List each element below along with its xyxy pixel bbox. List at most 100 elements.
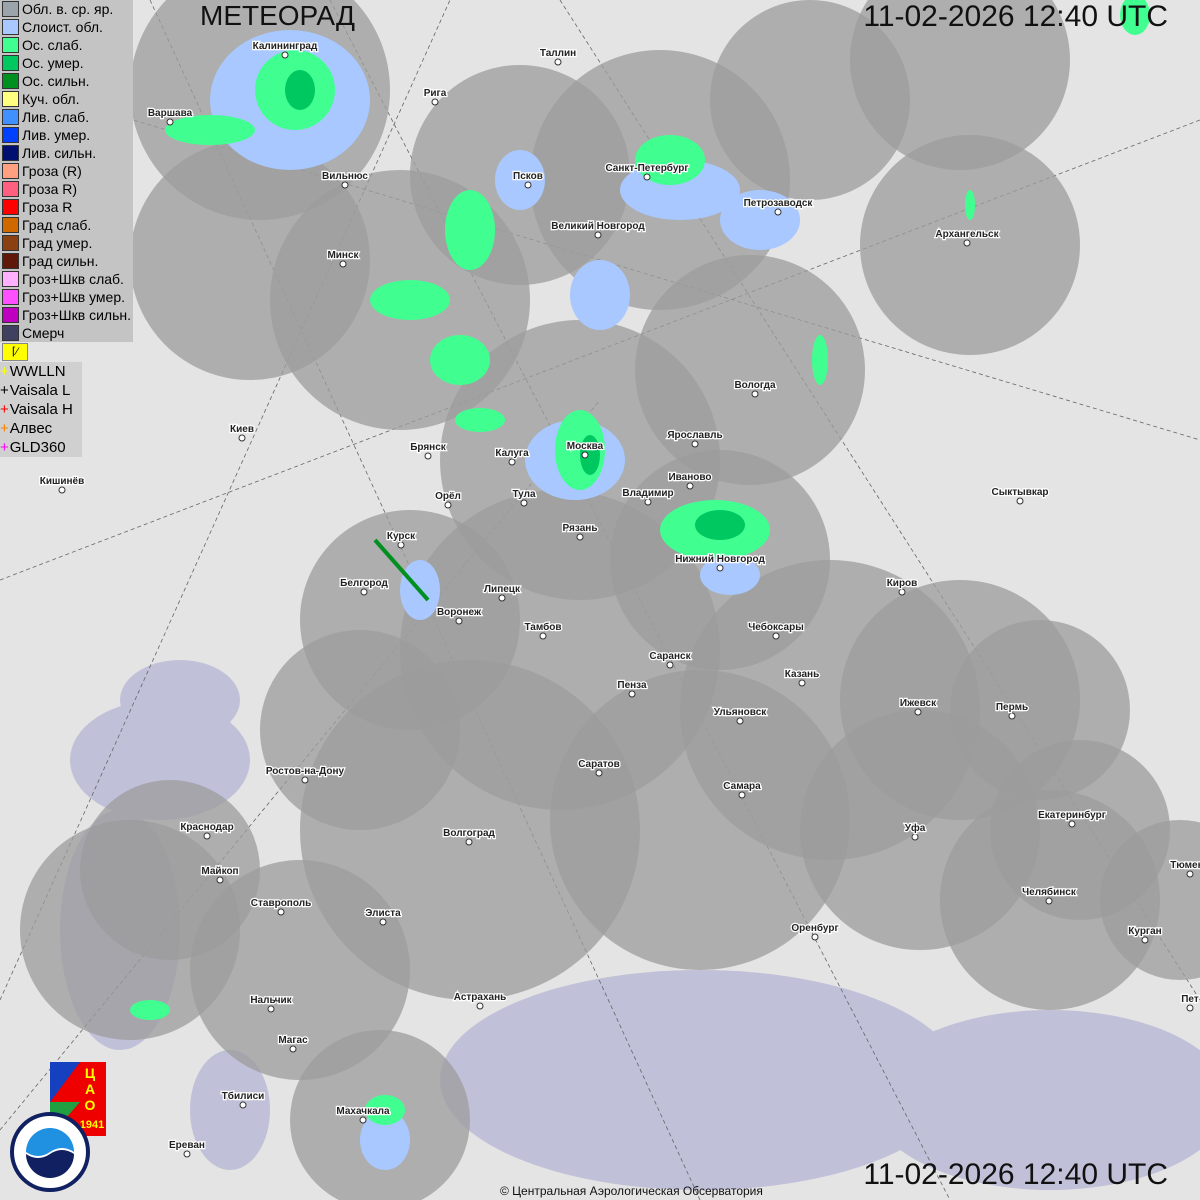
city-label: Ярославль bbox=[667, 430, 722, 441]
city-marker bbox=[751, 390, 759, 398]
city-label: Киров bbox=[887, 578, 918, 589]
lightning-source-item: +Алвес bbox=[0, 419, 82, 438]
lightning-cross-icon: + bbox=[0, 382, 9, 399]
lightning-cross-icon: + bbox=[0, 363, 9, 380]
city-label: Воронеж bbox=[437, 607, 482, 618]
city-label: Таллин bbox=[540, 48, 576, 59]
city-marker bbox=[554, 58, 562, 66]
city-label: Ижевск bbox=[900, 698, 937, 709]
city-label: Краснодар bbox=[180, 822, 233, 833]
legend-label: Гроза R bbox=[22, 199, 73, 215]
city-label: Пенза bbox=[617, 680, 647, 691]
city-label: Нижний Новгород bbox=[675, 554, 765, 565]
city-marker bbox=[736, 717, 744, 725]
city-marker bbox=[594, 231, 602, 239]
legend-label: Лив. умер. bbox=[22, 127, 91, 143]
city-marker bbox=[289, 1045, 297, 1053]
city-label: Владимир bbox=[622, 488, 673, 499]
legend-item: Смерч bbox=[0, 324, 133, 342]
legend-item: Ос. сильн. bbox=[0, 72, 133, 90]
city-label: Ереван bbox=[169, 1140, 205, 1151]
legend-item: Лив. слаб. bbox=[0, 108, 133, 126]
radar-coverage-circle bbox=[1100, 820, 1200, 980]
city-marker bbox=[576, 533, 584, 541]
city-marker bbox=[58, 486, 66, 494]
city-marker bbox=[360, 588, 368, 596]
lightning-cross-icon: + bbox=[0, 401, 9, 418]
lightning-source-label: Vaisala H bbox=[9, 401, 73, 418]
city-label: Минск bbox=[327, 250, 359, 261]
city-label: Тбилиси bbox=[222, 1090, 265, 1102]
legend-swatch bbox=[2, 217, 19, 233]
city-label: Липецк bbox=[484, 584, 521, 595]
city-marker bbox=[595, 769, 603, 777]
city-label: Рига bbox=[424, 88, 447, 99]
city-label: Белгород bbox=[340, 578, 388, 589]
city-label: Элиста bbox=[365, 908, 401, 919]
radar-coverage-circle bbox=[20, 820, 240, 1040]
legend-swatch bbox=[2, 289, 19, 305]
city-marker bbox=[444, 501, 452, 509]
legend-item: Гроз+Шкв сильн. bbox=[0, 306, 133, 324]
legend-item: Ос. слаб. bbox=[0, 36, 133, 54]
precipitation-area bbox=[130, 1000, 170, 1020]
city-marker bbox=[359, 1116, 367, 1124]
precipitation-area bbox=[570, 260, 630, 330]
city-label: Архангельск bbox=[935, 229, 999, 240]
legend-label: Лив. сильн. bbox=[22, 145, 97, 161]
city-label: Москва bbox=[567, 441, 604, 452]
city-label: Киев bbox=[230, 424, 254, 435]
city-marker bbox=[431, 98, 439, 106]
city-label: Рязань bbox=[563, 523, 598, 534]
precipitation-area bbox=[285, 70, 315, 110]
city-label: Ростов-на-Дону bbox=[266, 766, 345, 777]
legend-label: Смерч bbox=[22, 325, 65, 341]
city-label: Екатеринбург bbox=[1038, 809, 1106, 821]
legend-label: Гроза (R) bbox=[22, 163, 82, 179]
city-label: Казань bbox=[785, 669, 820, 680]
city-label: Брянск bbox=[410, 442, 447, 453]
city-label: Вологда bbox=[734, 380, 776, 391]
legend-label: Град умер. bbox=[22, 235, 93, 251]
city-marker bbox=[686, 482, 694, 490]
city-label: Самара bbox=[723, 781, 761, 792]
radar-coverage-circle bbox=[860, 135, 1080, 355]
city-marker bbox=[963, 239, 971, 247]
legend-swatch bbox=[2, 181, 19, 197]
precipitation-area bbox=[1120, 0, 1150, 35]
city-marker bbox=[772, 632, 780, 640]
city-marker bbox=[1141, 936, 1149, 944]
flag-toggle-button[interactable]: ⌈⁄ bbox=[2, 343, 28, 361]
city-label: Калининград bbox=[253, 41, 318, 52]
city-marker bbox=[1186, 1004, 1194, 1012]
city-label: Иваново bbox=[668, 472, 711, 483]
city-label: Тула bbox=[512, 489, 536, 500]
legend: Обл. в. ср. яр. Слоист. обл. Ос. слаб. Ос. … bbox=[0, 0, 133, 342]
legend-label: Ос. слаб. bbox=[22, 37, 83, 53]
city-marker bbox=[379, 918, 387, 926]
legend-swatch bbox=[2, 235, 19, 251]
precipitation-area bbox=[430, 335, 490, 385]
city-label: Ульяновск bbox=[714, 707, 768, 718]
city-marker bbox=[267, 1005, 275, 1013]
lightning-cross-icon: + bbox=[0, 420, 9, 437]
legend-swatch bbox=[2, 55, 19, 71]
city-label: Чебоксары bbox=[748, 621, 804, 633]
city-marker bbox=[339, 260, 347, 268]
precipitation-area bbox=[812, 335, 828, 385]
city-label: Тамбов bbox=[524, 621, 561, 633]
svg-text:1941: 1941 bbox=[80, 1119, 104, 1131]
city-marker bbox=[277, 908, 285, 916]
city-marker bbox=[216, 876, 224, 884]
radar-coverage-circle bbox=[550, 670, 850, 970]
city-label: Магас bbox=[278, 1035, 308, 1046]
legend-swatch bbox=[2, 307, 19, 323]
legend-item: Град умер. bbox=[0, 234, 133, 252]
legend-item: Гроз+Шкв умер. bbox=[0, 288, 133, 306]
city-marker bbox=[774, 208, 782, 216]
city-labels: Калининград Варшава Таллин Рига Псков Санкт-П… bbox=[39, 40, 1200, 1158]
page-title: МЕТЕОРАД bbox=[200, 0, 355, 31]
legend-item: Град слаб. bbox=[0, 216, 133, 234]
legend-swatch bbox=[2, 73, 19, 89]
